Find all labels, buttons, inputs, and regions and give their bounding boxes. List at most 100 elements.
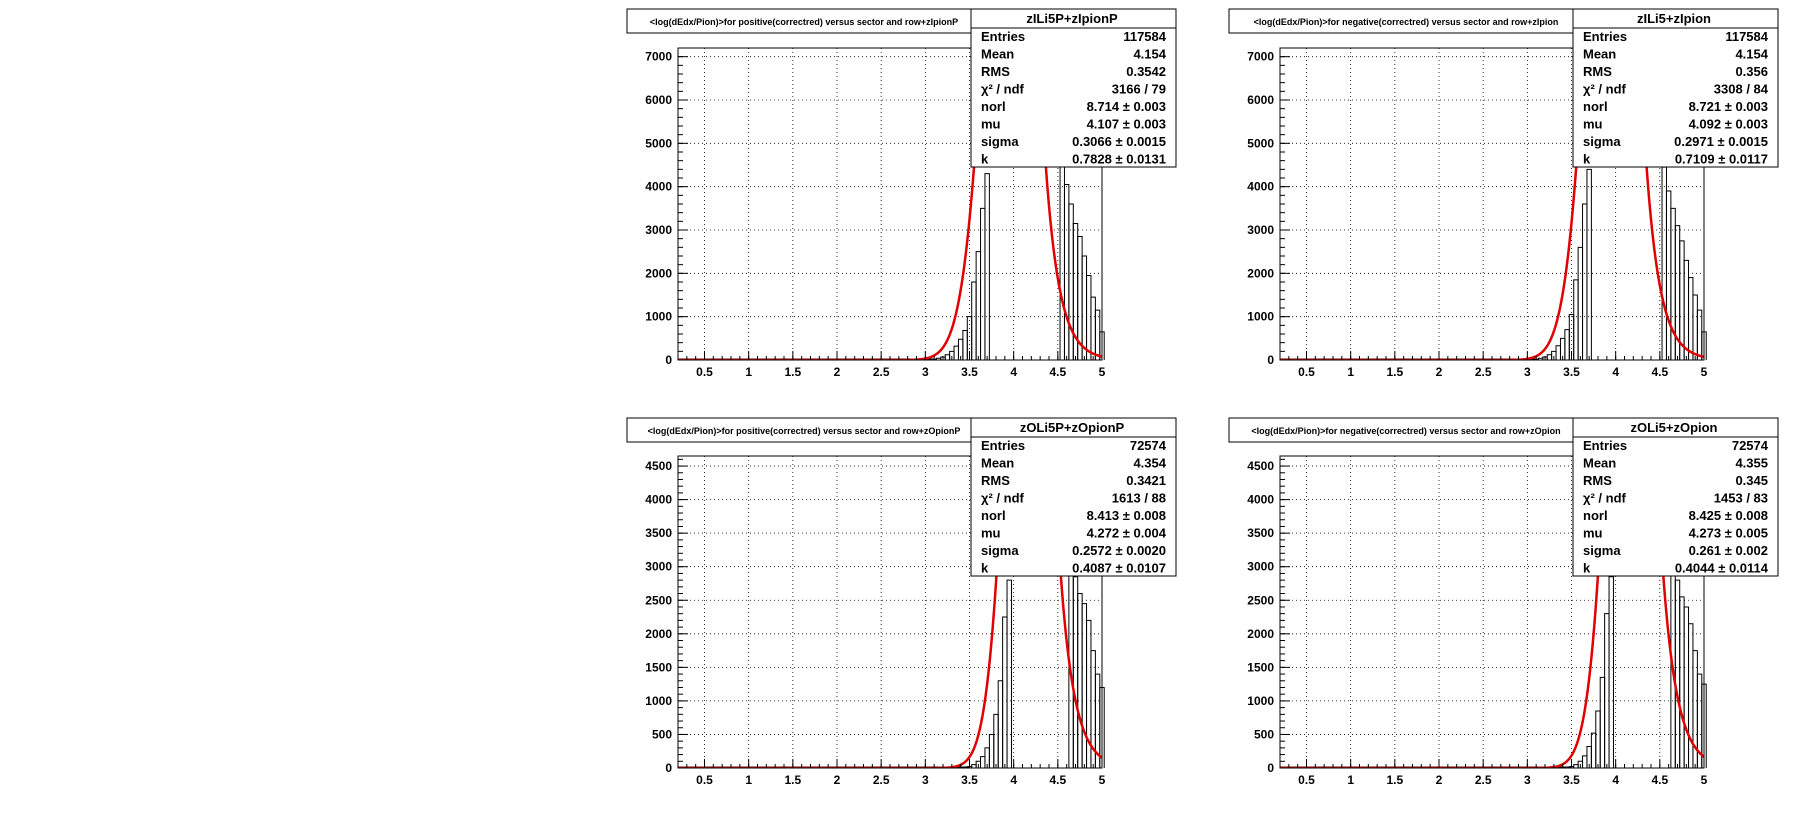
y-tick-label: 1000 — [645, 694, 672, 708]
y-tick-label: 5000 — [645, 136, 672, 150]
stat-value: 8.425 ± 0.008 — [1689, 508, 1768, 523]
histogram-bin — [1577, 246, 1584, 360]
stat-value: 0.2572 ± 0.0020 — [1072, 543, 1166, 558]
y-tick-label: 6000 — [1247, 93, 1274, 107]
x-tick-label: 4.5 — [1651, 773, 1668, 787]
stat-label: sigma — [1583, 543, 1621, 558]
y-tick-label: 4500 — [645, 459, 672, 473]
stat-value: 3166 / 79 — [1112, 82, 1166, 97]
y-tick-label: 7000 — [1247, 50, 1274, 64]
histogram-bin — [1564, 329, 1570, 360]
x-tick-label: 0.5 — [696, 773, 713, 787]
histogram-name: zILi5P+zIpionP — [1026, 11, 1118, 26]
stats-box — [970, 8, 1177, 168]
histogram-bin — [1665, 190, 1672, 360]
histogram-bin — [971, 764, 977, 768]
x-tick-label: 0.5 — [696, 365, 713, 379]
stat-value: 0.345 — [1735, 473, 1768, 488]
stat-label: k — [1583, 561, 1591, 576]
histogram-bin — [962, 330, 968, 360]
stat-value: 72574 — [1130, 438, 1167, 453]
title-box — [626, 417, 1022, 443]
x-tick-label: 0.5 — [1298, 365, 1315, 379]
histogram-bin — [1081, 255, 1088, 360]
y-tick-label: 0 — [1267, 353, 1274, 367]
histogram-bin — [1090, 296, 1096, 360]
stat-value: 72574 — [1732, 438, 1769, 453]
stat-label: Mean — [981, 47, 1014, 62]
x-tick-label: 3.5 — [1563, 365, 1580, 379]
x-tick-label: 2.5 — [873, 365, 890, 379]
stat-label: Entries — [981, 29, 1025, 44]
histogram-bin — [971, 281, 977, 360]
y-tick-label: 0 — [1267, 761, 1274, 775]
x-tick-label: 1 — [1347, 365, 1354, 379]
y-tick-label: 2500 — [1247, 593, 1274, 607]
histogram-bin — [1590, 732, 1597, 768]
x-tick-label: 3.5 — [961, 773, 978, 787]
stat-label: norl — [981, 99, 1006, 114]
histogram-bin — [1063, 184, 1070, 360]
histogram-bin — [1068, 203, 1074, 360]
histogram-bin — [1661, 166, 1667, 360]
x-tick-label: 2.5 — [873, 773, 890, 787]
stat-label: mu — [1583, 117, 1603, 132]
histogram-bin — [1688, 277, 1694, 360]
y-tick-label: 7000 — [645, 50, 672, 64]
title-box — [1228, 417, 1624, 443]
x-tick-label: 1 — [745, 365, 752, 379]
stat-label: norl — [981, 508, 1006, 523]
stat-value: 3308 / 84 — [1714, 82, 1769, 97]
x-tick-label: 1.5 — [1386, 773, 1403, 787]
y-tick-label: 0 — [665, 353, 672, 367]
y-tick-label: 1000 — [1247, 694, 1274, 708]
stat-label: k — [1583, 152, 1591, 167]
histogram-bin — [980, 756, 986, 768]
stat-value: 0.7109 ± 0.0117 — [1675, 152, 1768, 167]
stat-label: Entries — [1583, 29, 1627, 44]
y-tick-label: 4000 — [1247, 493, 1274, 507]
stat-label: RMS — [1583, 64, 1612, 79]
stats-box — [1572, 417, 1779, 577]
histogram-bin — [1595, 710, 1601, 768]
x-tick-label: 2 — [834, 365, 841, 379]
stat-value: 4.107 ± 0.003 — [1087, 117, 1166, 132]
histogram-name: zOLi5P+zOpionP — [1020, 420, 1125, 435]
histogram-bin — [975, 251, 982, 360]
stat-label: sigma — [981, 134, 1019, 149]
y-tick-label: 2500 — [645, 593, 672, 607]
y-tick-label: 1500 — [645, 660, 672, 674]
stat-label: RMS — [981, 64, 1010, 79]
stat-value: 4.154 — [1735, 47, 1768, 62]
stats-box — [970, 417, 1177, 577]
y-tick-label: 4000 — [645, 180, 672, 194]
x-tick-label: 3.5 — [961, 365, 978, 379]
histogram-bin — [1683, 259, 1690, 360]
x-tick-label: 4 — [1010, 365, 1017, 379]
histogram-bin — [1573, 279, 1579, 360]
stat-value: 8.413 ± 0.008 — [1087, 508, 1166, 523]
y-tick-label: 3500 — [1247, 526, 1274, 540]
stat-value: 1613 / 88 — [1112, 491, 1166, 506]
y-tick-label: 3000 — [1247, 223, 1274, 237]
histogram-bin — [1081, 603, 1088, 768]
stat-label: k — [981, 152, 989, 167]
histogram-bin — [1546, 354, 1553, 360]
stats-box — [1572, 8, 1779, 168]
stat-label: norl — [1583, 508, 1608, 523]
y-tick-label: 4500 — [1247, 459, 1274, 473]
y-tick-label: 1000 — [645, 310, 672, 324]
x-tick-label: 4.5 — [1651, 365, 1668, 379]
stat-label: sigma — [1583, 134, 1621, 149]
histogram-bin — [1608, 576, 1614, 768]
stat-label: RMS — [981, 473, 1010, 488]
x-tick-label: 3 — [1524, 773, 1531, 787]
stat-value: 4.092 ± 0.003 — [1689, 117, 1768, 132]
stat-label: mu — [981, 117, 1001, 132]
stat-label: norl — [1583, 99, 1608, 114]
x-tick-label: 5 — [1701, 773, 1708, 787]
histogram-bin — [980, 207, 986, 360]
plot-title: <log(dEdx/Pion)>for negative(correctred)… — [1254, 17, 1559, 27]
histogram-bin — [997, 680, 1004, 768]
stat-value: 4.154 — [1133, 47, 1166, 62]
